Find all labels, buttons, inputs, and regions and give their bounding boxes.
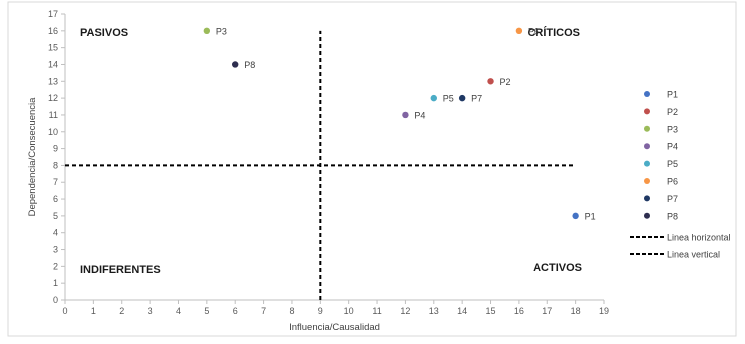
x-tick-label: 7 — [261, 306, 266, 316]
x-tick-label: 13 — [429, 306, 439, 316]
y-tick-label: 3 — [53, 245, 58, 255]
x-tick-label: 0 — [62, 306, 67, 316]
quadrant-label-bottom-left: INDIFERENTES — [80, 264, 161, 276]
data-point-p1 — [572, 212, 579, 220]
quadrant-label-top-right: CRÍTICOS — [527, 26, 580, 39]
y-tick-label: 5 — [53, 211, 58, 221]
x-tick-label: 11 — [372, 306, 381, 316]
y-tick-label: 9 — [53, 144, 58, 154]
y-tick-label: 10 — [48, 127, 58, 137]
data-label-p7: P7 — [471, 94, 482, 104]
data-label-p3: P3 — [216, 26, 227, 36]
legend-label-p5: P5 — [667, 159, 678, 169]
legend-label-p1: P1 — [667, 90, 678, 100]
x-tick-label: 14 — [457, 306, 467, 316]
legend-marker-p2 — [644, 108, 650, 115]
legend-label-p4: P4 — [667, 142, 678, 152]
legend-marker-p8 — [644, 212, 650, 219]
x-tick-label: 3 — [148, 306, 153, 316]
data-point-p5 — [430, 94, 437, 102]
legend-marker-p1 — [644, 91, 650, 97]
data-label-p8: P8 — [244, 60, 255, 70]
data-label-p2: P2 — [500, 77, 511, 87]
x-tick-label: 5 — [204, 306, 209, 316]
y-tick-label: 15 — [48, 43, 58, 53]
data-label-p4: P4 — [414, 110, 425, 120]
x-tick-label: 19 — [599, 306, 609, 316]
x-tick-label: 6 — [233, 306, 238, 316]
legend-marker-p7 — [644, 195, 650, 202]
x-tick-label: 1 — [91, 306, 96, 316]
data-point-p7 — [458, 94, 466, 102]
y-tick-label: 8 — [53, 160, 58, 170]
y-tick-label: 11 — [49, 110, 58, 120]
data-label-p5: P5 — [443, 94, 454, 104]
y-tick-label: 2 — [53, 261, 58, 271]
legend-label-p6: P6 — [667, 177, 678, 187]
x-axis-title: Influencia/Causalidad — [289, 322, 380, 333]
y-axis-title: Dependencia/Consecuencia — [27, 97, 38, 217]
y-tick-label: 16 — [48, 26, 58, 36]
quadrant-label-top-left: PASIVOS — [80, 27, 128, 39]
data-point-p8 — [232, 61, 239, 68]
legend-label-p3: P3 — [667, 124, 678, 134]
legend-label-vertical-line: Linea vertical — [667, 250, 720, 260]
legend-marker-p4 — [644, 143, 650, 150]
x-tick-label: 8 — [289, 306, 294, 316]
x-tick-label: 4 — [176, 306, 181, 316]
axes-layer: 0 1 2 3 4 5 6 7 8 9 10 11 12 13 14 15 16 17 18 190123456789… — [48, 9, 609, 316]
quadrant-label-bottom-right: ACTIVOS — [533, 262, 582, 274]
legend-label-p2: P2 — [667, 107, 678, 117]
legend-label-p8: P8 — [667, 211, 678, 221]
x-tick-label: 16 — [514, 306, 524, 316]
x-tick-label: 10 — [344, 306, 354, 316]
y-tick-label: 14 — [48, 59, 58, 69]
y-tick-label: 6 — [53, 194, 58, 204]
x-tick-label: 9 — [318, 306, 323, 316]
x-tick-label: 18 — [571, 306, 581, 316]
y-tick-label: 4 — [53, 228, 58, 238]
y-tick-label: 0 — [53, 295, 58, 305]
quadrant-labels-layer: PASIVOS CRÍTICOS INDIFERENTES ACTIVOS — [80, 26, 582, 276]
legend-marker-p6 — [644, 178, 650, 184]
x-tick-label: 15 — [486, 306, 496, 316]
y-tick-label: 7 — [53, 177, 58, 187]
points-layer: P1 P2 P3 P4 P5 P6 P7 P8 — [203, 26, 596, 221]
data-label-p6: P6 — [528, 26, 539, 36]
legend-marker-p3 — [644, 125, 650, 132]
y-tick-label: 17 — [48, 9, 58, 19]
data-point-p3 — [203, 27, 211, 35]
x-tick-label: 12 — [400, 306, 410, 316]
data-label-p1: P1 — [585, 211, 596, 221]
y-tick-label: 1 — [53, 278, 58, 288]
data-point-p6 — [515, 27, 523, 35]
legend-marker-p5 — [644, 160, 650, 167]
reference-lines-layer — [65, 30, 576, 300]
y-tick-label: 13 — [48, 76, 58, 86]
data-point-p4 — [402, 111, 409, 119]
x-tick-label: 17 — [542, 306, 552, 316]
chart-frame — [7, 1, 737, 337]
legend-label-p7: P7 — [667, 194, 678, 204]
y-tick-label: 12 — [48, 93, 58, 103]
legend-label-horizontal-line: Linea horizontal — [667, 233, 731, 243]
data-point-p2 — [487, 78, 494, 85]
legend: P1 P2 P3 P4 P5 P6 P7 P8 Linea horizontal Linea ve… — [630, 90, 731, 260]
x-tick-label: 2 — [119, 306, 124, 316]
